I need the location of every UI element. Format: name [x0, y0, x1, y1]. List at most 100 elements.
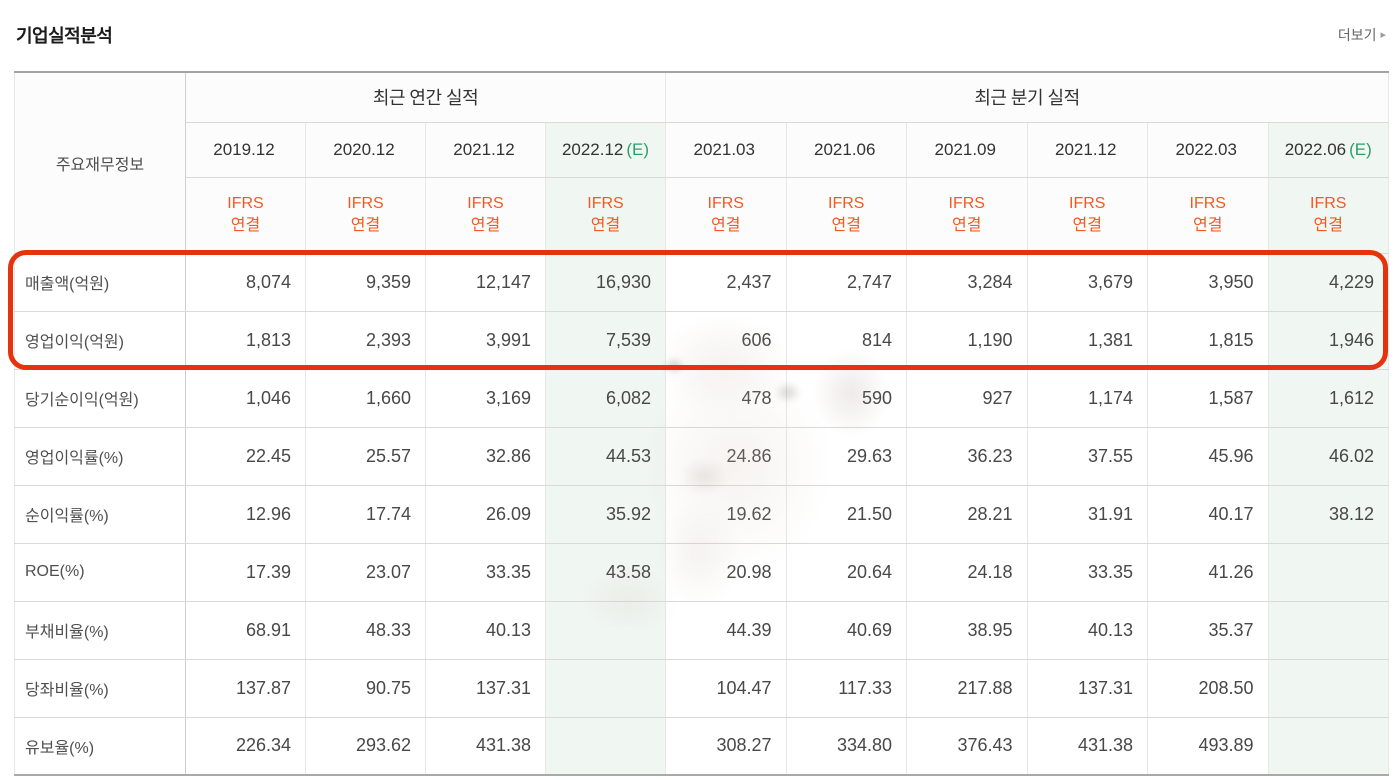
date-header: 2021.12: [425, 121, 546, 178]
value-cell: 24.18: [906, 542, 1028, 602]
value-cell: 293.62: [305, 716, 426, 776]
row-label: 당기순이익(억원): [14, 368, 186, 428]
value-cell: 606: [665, 310, 787, 370]
date-header-estimate: 2022.06 (E): [1267, 121, 1389, 178]
table-row: 영업이익률(%) 22.45 25.57 32.86 44.53 24.86 29.63 36…: [14, 426, 1389, 486]
value-cell: 12,147: [425, 252, 546, 312]
value-cell: 31.91: [1026, 484, 1148, 544]
value-cell: 35.92: [545, 484, 666, 544]
table-body: 매출액(억원) 8,074 9,359 12,147 16,930 2,437 2,747 3…: [14, 252, 1389, 776]
value-cell: 2,747: [785, 252, 907, 312]
value-cell: 40.69: [785, 600, 907, 660]
value-cell: 26.09: [425, 484, 546, 544]
date-header: 2020.12: [305, 121, 426, 178]
date-header-estimate: 2022.12 (E): [545, 121, 666, 178]
value-cell: 1,174: [1026, 368, 1148, 428]
value-cell: 35.37: [1147, 600, 1269, 660]
value-cell: 6,082: [545, 368, 666, 428]
value-cell: 17.39: [185, 542, 306, 602]
value-cell: [1267, 716, 1389, 776]
ifrs-header: IFRS 연결: [665, 176, 787, 254]
value-cell: 24.86: [665, 426, 787, 486]
value-cell: 1,587: [1147, 368, 1269, 428]
value-cell: 217.88: [906, 658, 1028, 718]
value-cell: 334.80: [785, 716, 907, 776]
value-cell: 21.50: [785, 484, 907, 544]
table-row: 영업이익(억원) 1,813 2,393 3,991 7,539 606 814 1,190 1…: [14, 310, 1389, 370]
value-cell: 44.39: [665, 600, 787, 660]
value-cell: 16,930: [545, 252, 666, 312]
value-cell: 38.12: [1267, 484, 1389, 544]
value-cell: 20.64: [785, 542, 907, 602]
value-cell: 19.62: [665, 484, 787, 544]
table-row: ROE(%) 17.39 23.07 33.35 43.58 20.98 20.64 24.1…: [14, 542, 1389, 602]
row-label: 영업이익률(%): [14, 426, 186, 486]
value-cell: 927: [906, 368, 1028, 428]
value-cell: 208.50: [1147, 658, 1269, 718]
ifrs-header: IFRS 연결: [1267, 176, 1389, 254]
ifrs-header: IFRS 연결: [545, 176, 666, 254]
value-cell: 2,393: [305, 310, 426, 370]
value-cell: 41.26: [1147, 542, 1269, 602]
value-cell: 137.31: [1026, 658, 1148, 718]
value-cell: 1,946: [1267, 310, 1389, 370]
date-header: 2021.06: [785, 121, 907, 178]
date-header: 2019.12: [185, 121, 306, 178]
table-row: 매출액(억원) 8,074 9,359 12,147 16,930 2,437 2,747 3…: [14, 252, 1389, 312]
value-cell: 117.33: [785, 658, 907, 718]
value-cell: 28.21: [906, 484, 1028, 544]
value-cell: 12.96: [185, 484, 306, 544]
row-label: 매출액(억원): [14, 252, 186, 312]
value-cell: 4,229: [1267, 252, 1389, 312]
performance-table: 주요재무정보 최근 연간 실적 최근 분기 실적 2019.12 2020.12…: [14, 71, 1389, 776]
value-cell: 8,074: [185, 252, 306, 312]
row-label: 유보율(%): [14, 716, 186, 776]
table-row: 당좌비율(%) 137.87 90.75 137.31 104.47 117.33 217.…: [14, 658, 1389, 718]
quarterly-group-header: 최근 분기 실적: [665, 71, 1389, 123]
ifrs-header: IFRS 연결: [1026, 176, 1148, 254]
value-cell: 308.27: [665, 716, 787, 776]
value-cell: 20.98: [665, 542, 787, 602]
section-header: 기업실적분석 더보기 ▸: [16, 20, 1386, 50]
date-header: 2022.03: [1147, 121, 1269, 178]
ifrs-header: IFRS 연결: [785, 176, 907, 254]
value-cell: 104.47: [665, 658, 787, 718]
corner-header: 주요재무정보: [14, 71, 186, 254]
value-cell: 48.33: [305, 600, 426, 660]
table-row: 유보율(%) 226.34 293.62 431.38 308.27 334.80 376.…: [14, 716, 1389, 776]
more-link[interactable]: 더보기 ▸: [1338, 25, 1386, 45]
value-cell: 9,359: [305, 252, 426, 312]
value-cell: 590: [785, 368, 907, 428]
value-cell: 32.86: [425, 426, 546, 486]
value-cell: 44.53: [545, 426, 666, 486]
ifrs-header: IFRS 연결: [1147, 176, 1269, 254]
value-cell: 1,046: [185, 368, 306, 428]
value-cell: 33.35: [425, 542, 546, 602]
page-title: 기업실적분석: [16, 26, 113, 46]
value-cell: 1,381: [1026, 310, 1148, 370]
row-label: ROE(%): [14, 542, 186, 602]
value-cell: 137.31: [425, 658, 546, 718]
value-cell: 22.45: [185, 426, 306, 486]
date-header: 2021.09: [906, 121, 1028, 178]
value-cell: 226.34: [185, 716, 306, 776]
value-cell: 45.96: [1147, 426, 1269, 486]
ifrs-header-row: IFRS 연결 IFRS 연결 IFRS 연결 IFRS 연결 IFRS 연결 IFRS 연결 IFRS…: [15, 176, 1389, 254]
value-cell: 376.43: [906, 716, 1028, 776]
value-cell: 43.58: [545, 542, 666, 602]
row-label: 순이익률(%): [14, 484, 186, 544]
annual-group-header: 최근 연간 실적: [185, 71, 666, 123]
value-cell: 493.89: [1147, 716, 1269, 776]
value-cell: 40.13: [1026, 600, 1148, 660]
value-cell: 1,612: [1267, 368, 1389, 428]
value-cell: 431.38: [1026, 716, 1148, 776]
value-cell: 1,815: [1147, 310, 1269, 370]
value-cell: 46.02: [1267, 426, 1389, 486]
ifrs-header: IFRS 연결: [305, 176, 426, 254]
value-cell: 40.13: [425, 600, 546, 660]
value-cell: 23.07: [305, 542, 426, 602]
value-cell: [1267, 542, 1389, 602]
value-cell: 36.23: [906, 426, 1028, 486]
row-label: 부채비율(%): [14, 600, 186, 660]
